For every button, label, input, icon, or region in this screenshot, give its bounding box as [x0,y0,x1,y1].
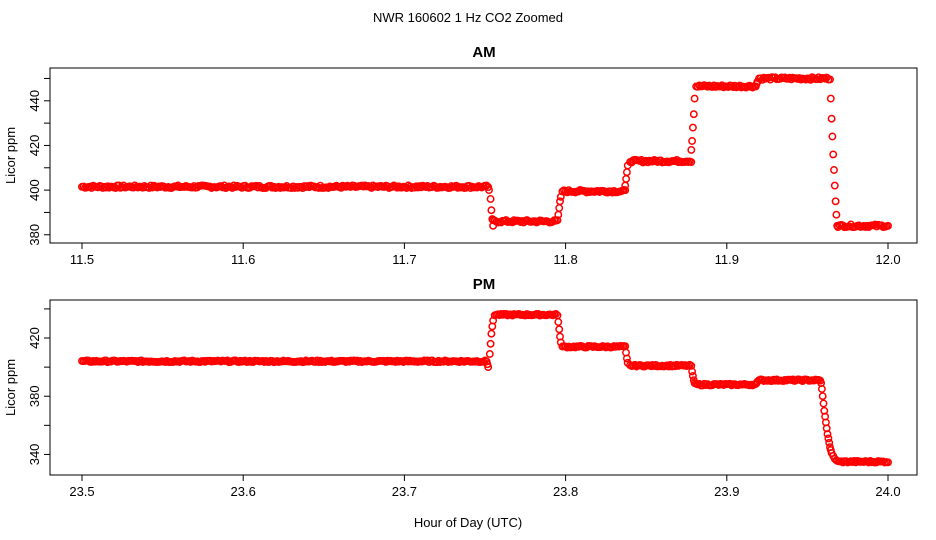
data-point [753,377,762,386]
data-point [830,166,838,174]
data-point [555,204,564,212]
data-point [828,132,837,141]
data-point [817,385,826,393]
y-tick-label: 440 [27,90,42,112]
panel-pm-plot-frame [49,299,918,476]
data-point [556,197,564,206]
data-point [688,123,697,132]
panel-pm: PM 23.5 23.6 23.7 23.8 23.9 24.0 340 380 420 Li… [3,276,918,499]
data-point [832,456,841,465]
data-point [818,392,827,401]
panel-am-ylabel: Licor ppm [3,127,18,184]
x-tick-label: 11.6 [231,252,255,267]
data-point [826,94,835,103]
x-tick-label: 11.8 [553,252,577,267]
data-point [884,458,892,467]
data-point [830,181,839,190]
data-point [485,350,494,358]
x-tick-label: 11.7 [392,252,416,267]
panel-pm-x-axis: 23.5 23.6 23.7 23.8 23.9 24.0 [69,475,901,499]
y-tick-label: 380 [27,385,42,407]
data-point [755,74,763,83]
data-point [827,114,836,123]
data-point [622,174,631,183]
y-tick-label: 400 [27,179,42,201]
y-tick-label: 420 [27,327,42,349]
data-point [485,186,493,195]
x-tick-label: 24.0 [875,484,900,499]
x-tick-label: 23.9 [714,484,739,499]
data-point [689,110,698,119]
data-point [825,438,834,447]
data-point [489,316,498,325]
data-point [623,161,632,170]
x-tick-label: 11.9 [715,252,739,267]
data-point [556,192,565,201]
data-point [833,221,842,230]
data-point [755,376,763,385]
panel-pm-points [78,309,892,467]
data-point [690,94,699,103]
data-point [801,75,810,84]
panel-am-y-axis: 380 400 420 440 [27,77,50,246]
data-point [551,310,560,318]
data-point [622,168,631,177]
x-tick-label: 23.7 [392,484,417,499]
data-point [688,371,697,380]
data-point [487,206,496,215]
data-point [687,145,696,154]
panel-am-title: AM [472,44,495,61]
x-tick-label: 12.0 [875,252,900,267]
data-point [486,339,495,348]
x-tick-label: 23.5 [69,484,94,499]
data-point [621,186,630,195]
data-point [487,329,496,338]
data-point [687,158,696,167]
figure-xlabel: Hour of Day (UTC) [414,515,522,530]
data-point [484,363,493,372]
panel-pm-y-axis: 340 380 420 [27,308,50,466]
x-tick-label: 11.5 [70,252,94,267]
panel-am-points [78,73,892,232]
data-point [553,216,562,225]
data-point [831,197,840,206]
x-tick-label: 23.6 [231,484,256,499]
data-point [690,379,699,388]
data-point [830,454,839,463]
data-point [832,210,841,219]
data-point [826,75,834,84]
panel-am: AM 11.5 11.6 11.7 11.8 11.9 12.0 380 400 420 440… [3,44,918,267]
figure-title: NWR 160602 1 Hz CO2 Zoomed [373,10,563,25]
data-point [823,430,832,439]
y-tick-label: 420 [27,135,42,157]
data-point [884,221,892,230]
x-tick-label: 23.8 [553,484,578,499]
data-point [819,399,828,408]
data-point [556,338,565,347]
data-point [829,150,838,159]
data-point [688,137,697,145]
data-point [555,325,564,334]
y-tick-label: 340 [27,444,42,466]
data-point [486,195,495,203]
panel-am-plot-frame [49,67,918,244]
data-point [489,221,498,230]
data-point [623,358,632,367]
data-point [622,354,631,363]
data-point [554,318,563,326]
panel-pm-ylabel: Licor ppm [3,359,18,416]
data-point [824,434,833,443]
panel-am-x-axis: 11.5 11.6 11.7 11.8 11.9 12.0 [70,243,901,267]
data-point [688,367,697,376]
y-tick-label: 380 [27,224,42,246]
panel-pm-title: PM [473,276,496,293]
